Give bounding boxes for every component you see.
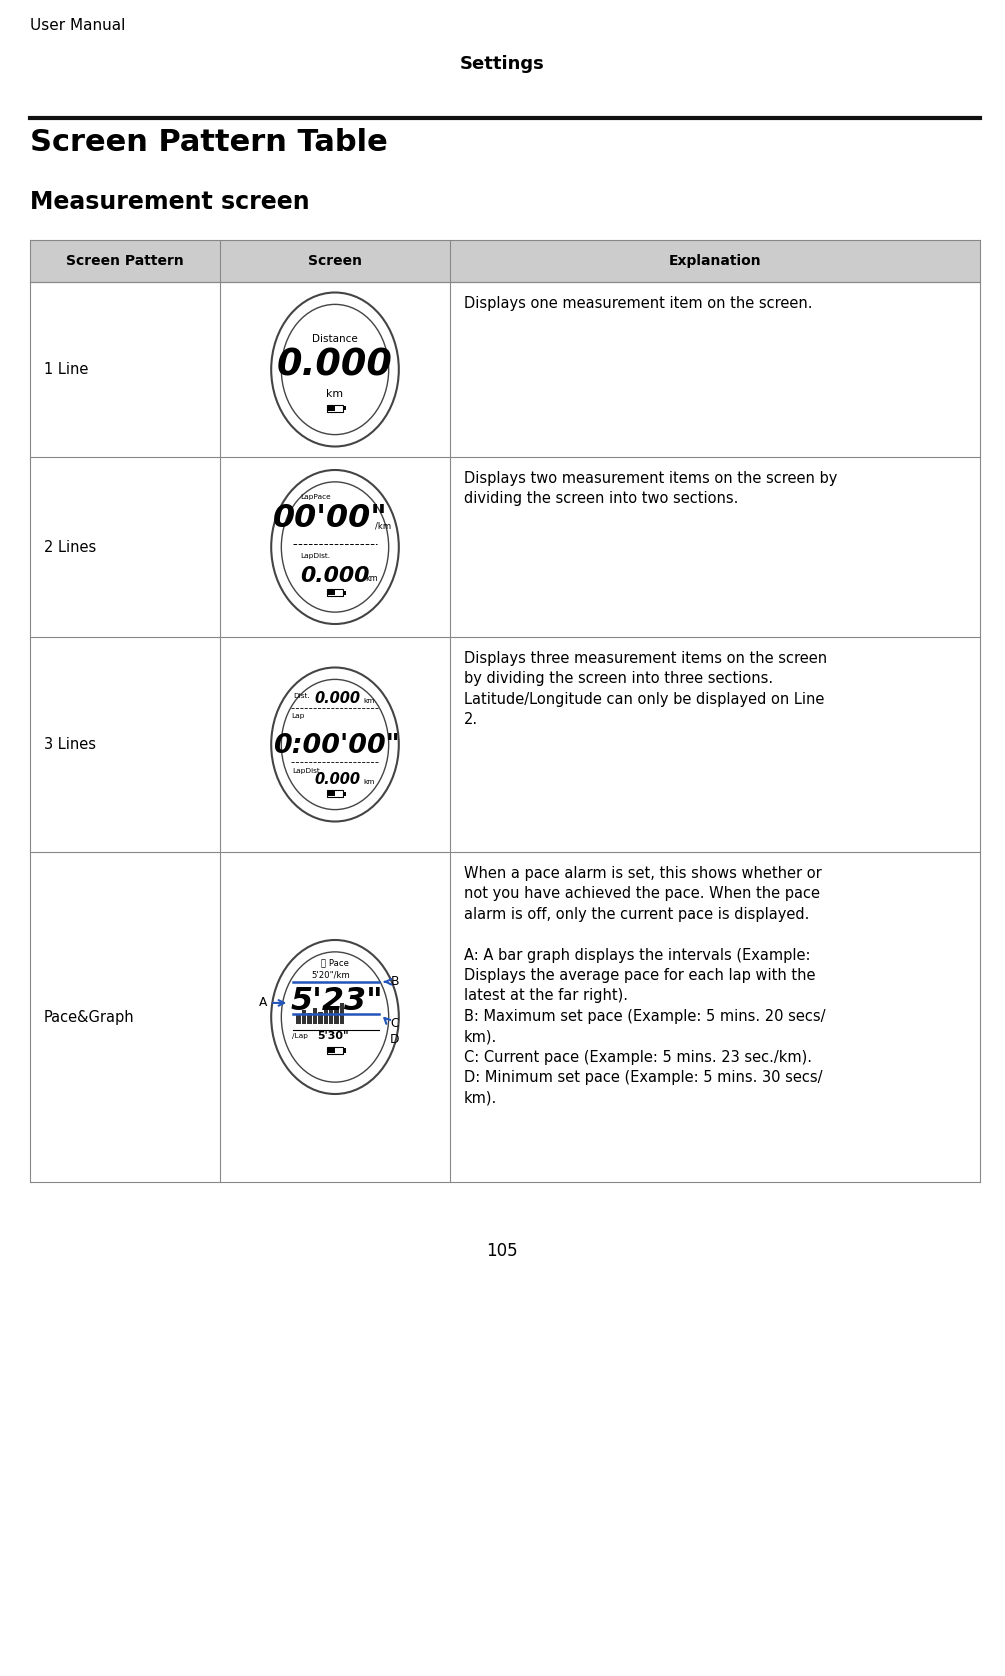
Text: D: D (390, 1032, 400, 1046)
Text: /km: /km (376, 521, 392, 530)
Text: 0.000: 0.000 (315, 773, 361, 788)
Bar (340, 1004, 345, 1024)
Text: Measurement screen: Measurement screen (30, 189, 310, 215)
Text: Settings: Settings (459, 55, 545, 74)
Text: km: km (363, 699, 375, 704)
Bar (343, 791, 346, 796)
Text: LapPace: LapPace (300, 494, 331, 499)
Bar (324, 1007, 328, 1024)
Bar (328, 590, 335, 595)
Text: km: km (327, 389, 344, 399)
Text: Screen Pattern Table: Screen Pattern Table (30, 127, 388, 158)
Text: 3 Lines: 3 Lines (44, 737, 96, 753)
Text: 105: 105 (486, 1242, 518, 1260)
Text: Distance: Distance (313, 334, 358, 344)
Text: 5'20"/km: 5'20"/km (312, 970, 350, 979)
Bar (329, 1009, 334, 1024)
Text: 1 Line: 1 Line (44, 362, 88, 377)
Bar (30, 240, 980, 282)
Text: Displays two measurement items on the screen by
dividing the screen into two sec: Displays two measurement items on the sc… (464, 471, 837, 506)
Text: Lap: Lap (291, 714, 305, 719)
Text: When a pace alarm is set, this shows whether or
not you have achieved the pace. : When a pace alarm is set, this shows whe… (464, 866, 825, 1106)
Text: Screen: Screen (308, 255, 362, 268)
Text: A: A (258, 997, 267, 1009)
Bar (319, 1012, 323, 1024)
Bar (328, 791, 335, 796)
Text: Dist.: Dist. (293, 694, 310, 699)
Text: LapDist.: LapDist. (291, 768, 322, 774)
Text: /Lap: /Lap (291, 1034, 308, 1039)
Bar (327, 590, 343, 597)
Bar (327, 404, 343, 412)
Text: C: C (391, 1017, 399, 1029)
Text: 0.000: 0.000 (315, 691, 361, 706)
Bar (328, 406, 335, 411)
Bar (343, 406, 346, 411)
Text: Displays one measurement item on the screen.: Displays one measurement item on the scr… (464, 297, 812, 312)
Bar (296, 1016, 300, 1024)
Text: 5'30": 5'30" (318, 1031, 349, 1041)
Text: 0:00'00": 0:00'00" (273, 734, 400, 759)
Bar (328, 1048, 335, 1053)
Bar (343, 590, 346, 595)
Text: 0.000: 0.000 (300, 566, 370, 587)
Text: Pace&Graph: Pace&Graph (44, 1009, 135, 1024)
Text: 00'00": 00'00" (273, 503, 388, 535)
Bar (302, 1011, 307, 1024)
Bar (343, 1048, 346, 1053)
Text: B: B (391, 975, 399, 989)
Text: 2 Lines: 2 Lines (44, 540, 96, 555)
Bar (327, 1048, 343, 1054)
Text: Screen Pattern: Screen Pattern (66, 255, 184, 268)
Bar (327, 791, 343, 798)
Text: 5'23": 5'23" (290, 985, 383, 1017)
Text: User Manual: User Manual (30, 18, 126, 34)
Bar (308, 1012, 312, 1024)
Text: km: km (363, 779, 375, 786)
Text: Explanation: Explanation (668, 255, 762, 268)
Bar (335, 1006, 339, 1024)
Text: 0.000: 0.000 (277, 347, 393, 384)
Text: Displays three measurement items on the screen
by dividing the screen into three: Displays three measurement items on the … (464, 650, 827, 727)
Text: km: km (365, 575, 378, 583)
Text: LapDist.: LapDist. (300, 553, 331, 558)
Bar (313, 1007, 317, 1024)
Text: Ⓟ Pace: Ⓟ Pace (321, 959, 349, 967)
